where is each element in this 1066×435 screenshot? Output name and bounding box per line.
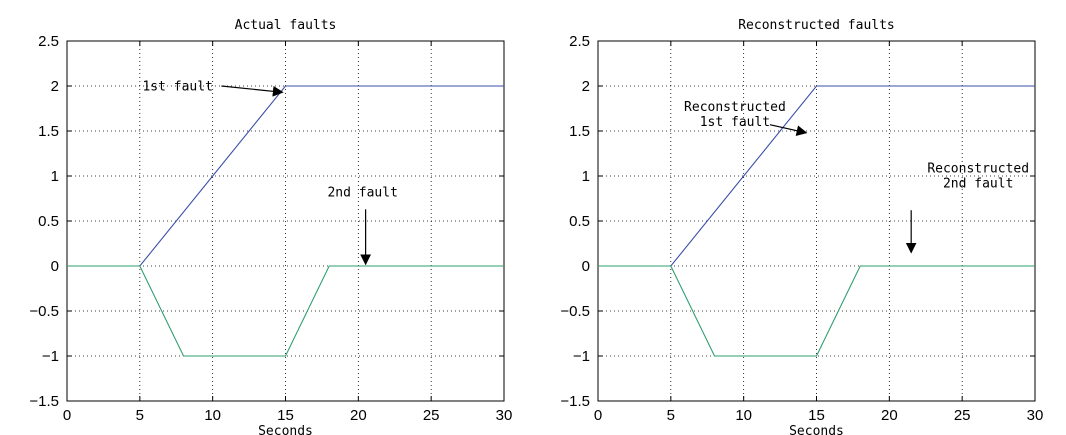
x-axis-label: Seconds xyxy=(789,424,844,435)
series-line-2 xyxy=(67,265,504,357)
y-tick-label: −0.5 xyxy=(560,303,590,320)
y-tick-label: 0.5 xyxy=(569,213,590,230)
annotation-label: 1st fault xyxy=(142,80,212,95)
y-tick-label: 1 xyxy=(51,168,59,185)
y-tick-label: −1 xyxy=(573,348,590,365)
x-tick-label: 25 xyxy=(954,407,971,424)
chart-panel-2: 0 5 10 15 20 25 30 −1.5 −1 −0.5 0 0.5 1 1.5 2 2.5 Recons… xyxy=(560,18,1043,435)
x-tick-label: 15 xyxy=(808,407,825,424)
annotation-line: 1st fault xyxy=(142,80,212,95)
annotation-line: 2nd fault xyxy=(943,176,1013,191)
y-tick-label: −1 xyxy=(42,348,59,365)
y-tick-label: −0.5 xyxy=(29,303,59,320)
x-tick-label: 10 xyxy=(204,407,221,424)
chart-title: Reconstructed faults xyxy=(738,18,895,33)
x-tick-label: 15 xyxy=(277,407,294,424)
x-tick-label: 0 xyxy=(594,407,602,424)
series-line-2 xyxy=(598,265,1035,357)
x-tick-label: 10 xyxy=(735,407,752,424)
chart-panel-1: 0 5 10 15 20 25 30 −1.5 −1 −0.5 0 0.5 1 1.5 2 2.5 Actual… xyxy=(29,18,512,435)
y-tick-label: −1.5 xyxy=(29,393,59,410)
y-tick-label: 2 xyxy=(51,78,59,95)
x-axis-label: Seconds xyxy=(258,424,313,435)
x-tick-label: 30 xyxy=(1027,407,1044,424)
x-tick-label: 20 xyxy=(350,407,367,424)
x-tick-label: 0 xyxy=(63,407,71,424)
annotation-line: Reconstructed xyxy=(684,100,786,115)
y-tick-label: 1 xyxy=(582,168,590,185)
x-tick-label: 5 xyxy=(667,407,675,424)
annotation-label: Reconstructed 2nd fault xyxy=(927,161,1029,191)
x-tick-label: 30 xyxy=(496,407,513,424)
annotation-line: Reconstructed xyxy=(927,161,1029,176)
y-tick-label: 2 xyxy=(582,78,590,95)
annotation-line: 1st fault xyxy=(700,115,770,130)
y-tick-label: 0 xyxy=(582,258,590,275)
y-tick-label: 0 xyxy=(51,258,59,275)
x-tick-label: 20 xyxy=(881,407,898,424)
chart-title: Actual faults xyxy=(235,18,337,33)
y-tick-label: 2.5 xyxy=(38,33,59,50)
annotation-line: 2nd fault xyxy=(327,186,397,201)
annotation-label: Reconstructed 1st fault xyxy=(684,100,786,130)
y-tick-label: 0.5 xyxy=(38,213,59,230)
annotation-arrow xyxy=(769,124,808,136)
x-tick-label: 5 xyxy=(136,407,144,424)
annotation-arrow xyxy=(221,85,284,97)
y-tick-label: −1.5 xyxy=(560,393,590,410)
y-tick-label: 1.5 xyxy=(569,123,590,140)
annotation-label: 2nd fault xyxy=(327,186,397,201)
x-tick-label: 25 xyxy=(423,407,440,424)
y-tick-label: 2.5 xyxy=(569,33,590,50)
y-tick-label: 1.5 xyxy=(38,123,59,140)
